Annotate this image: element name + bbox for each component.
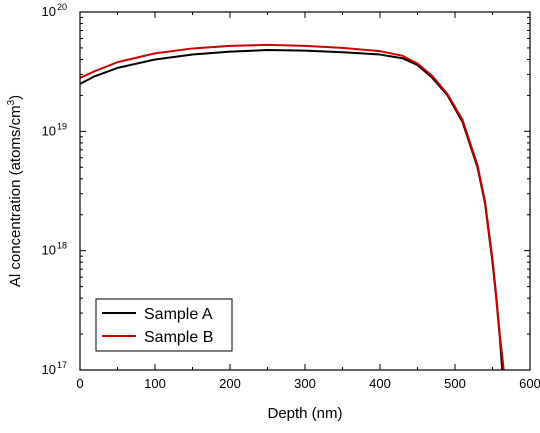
y-tick-label: 10 — [42, 123, 56, 138]
y-tick-exponent: 18 — [57, 241, 67, 251]
x-tick-label: 100 — [144, 376, 166, 391]
y-tick-label: 10 — [42, 243, 56, 258]
x-axis-label: Depth (nm) — [267, 405, 342, 422]
y-tick-exponent: 17 — [57, 360, 67, 370]
x-tick-label: 200 — [219, 376, 241, 391]
y-tick-exponent: 20 — [57, 2, 67, 12]
series-layer — [79, 43, 505, 371]
legend-label: Sample B — [144, 329, 213, 346]
series-line-sample-b — [79, 43, 505, 371]
legend-label: Sample A — [144, 306, 213, 323]
legend-box — [95, 298, 233, 352]
legend: Sample A Sample B — [95, 298, 233, 352]
y-axis-label-sup: 3 — [6, 99, 17, 105]
ticks-layer — [79, 11, 531, 371]
y-tick-label: 10 — [42, 362, 56, 377]
x-tick-label: 300 — [294, 376, 316, 391]
y-axis-label-main: Al concentration (atoms/cm — [7, 105, 24, 287]
y-tick-label: 10 — [42, 4, 56, 19]
y-axis-label-tail: ) — [7, 95, 24, 100]
x-tick-label: 400 — [369, 376, 391, 391]
y-axis-label: Al concentration (atoms/cm3) — [6, 95, 24, 287]
y-tick-exponent: 19 — [57, 121, 67, 131]
x-tick-label: 0 — [76, 376, 83, 391]
x-tick-label: 600 — [519, 376, 540, 391]
x-tick-label: 500 — [444, 376, 466, 391]
